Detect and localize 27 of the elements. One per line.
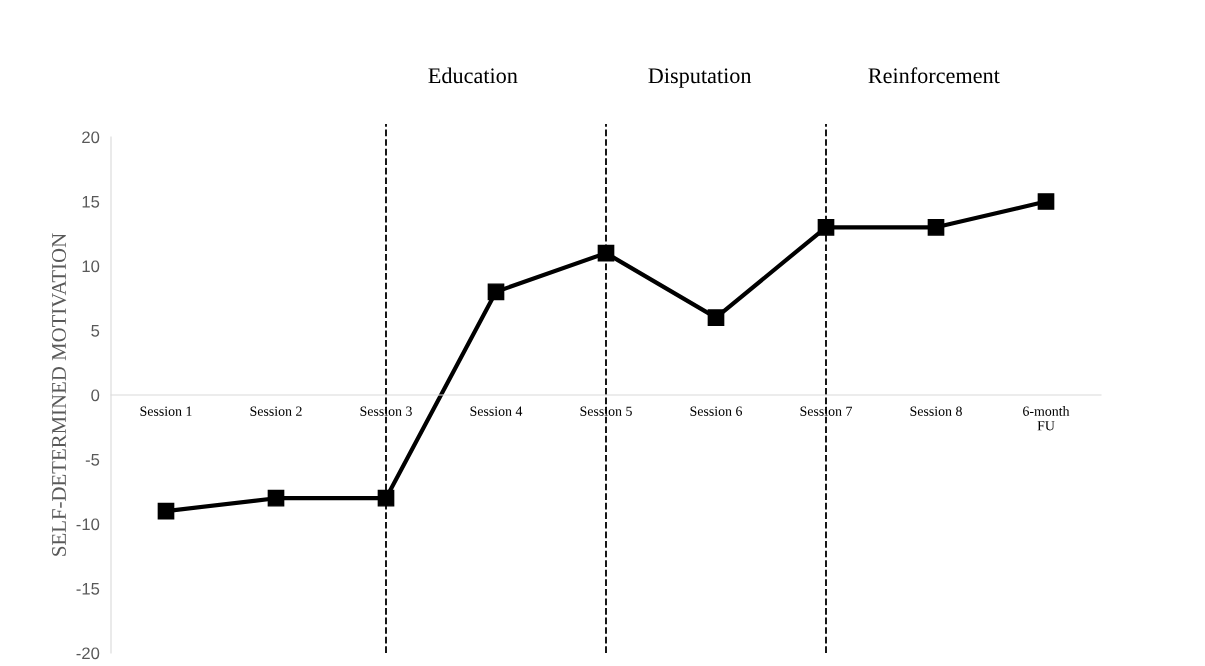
- y-tick-label: 15: [82, 196, 100, 208]
- y-tick-label: -5: [85, 454, 100, 466]
- y-tick-label: 0: [91, 389, 100, 402]
- y-tick-label: -20: [76, 647, 100, 660]
- x-tick-label: Session 8: [910, 406, 962, 416]
- x-tick-label: Session 6: [690, 406, 743, 416]
- point: [817, 218, 835, 236]
- ref-line-label: Disputation: [648, 68, 752, 88]
- x-tick-label: Session 1: [140, 406, 192, 416]
- x-tick-label: 6-month FU: [1023, 406, 1070, 431]
- x-tick-label: Session 2: [250, 406, 302, 416]
- point: [157, 502, 175, 520]
- y-tick-label: -10: [76, 518, 100, 531]
- ref-line-label: Education: [428, 67, 518, 84]
- point: [707, 309, 725, 326]
- y-tick-label: 5: [91, 325, 100, 337]
- y-axis-title: SELF-DETERMINED MOTIVATION: [52, 233, 67, 556]
- point: [377, 489, 395, 507]
- point: [267, 489, 285, 507]
- y-tick-label: -15: [76, 583, 100, 595]
- point: [1037, 193, 1055, 210]
- x-tick-label: Session 4: [470, 406, 523, 416]
- point: [927, 218, 945, 236]
- ref-line-label: Reinforcement: [868, 67, 1000, 84]
- y-tick-label: 20: [82, 131, 100, 144]
- point: [487, 283, 505, 301]
- y-tick-label: 10: [82, 260, 100, 273]
